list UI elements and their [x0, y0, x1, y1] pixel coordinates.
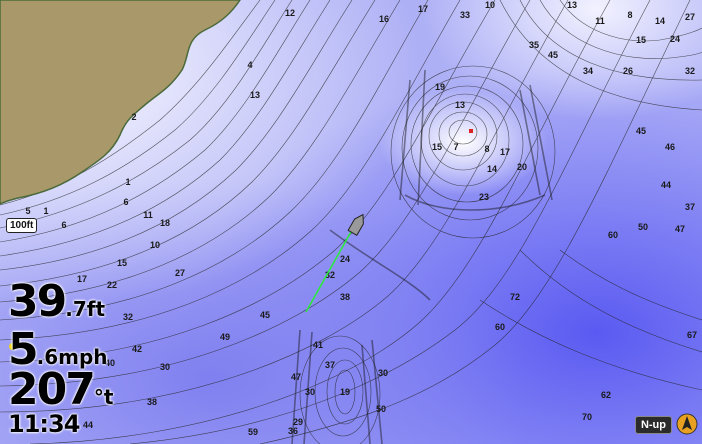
contour-depth-label: 62: [601, 390, 611, 400]
waypoint-marker-icon: [469, 129, 473, 133]
depth-readout: 39.7ft: [8, 280, 105, 324]
contour-depth-label: 50: [376, 404, 386, 414]
contour-depth-label: 8: [627, 10, 632, 20]
contour-depth-label: 17: [500, 147, 510, 157]
contour-depth-label: 12: [285, 8, 295, 18]
boat-icon: [347, 213, 364, 236]
contour-depth-label: 72: [510, 292, 520, 302]
speed-value: 5: [8, 324, 39, 375]
contour-depth-label: 59: [248, 427, 258, 437]
contour-depth-label: 6: [123, 197, 128, 207]
contour-depth-label: 38: [147, 397, 157, 407]
contour-depth-label: 7: [453, 142, 458, 152]
contour-depth-label: 27: [175, 268, 185, 278]
contour-depth-label: 18: [160, 218, 170, 228]
contour-depth-label: 50: [638, 222, 648, 232]
contour-depth-label: 36: [288, 426, 298, 436]
contour-depth-label: 26: [623, 66, 633, 76]
contour-depth-label: 4: [247, 60, 252, 70]
depth-value: 39: [8, 276, 67, 327]
contour-depth-label: 1: [125, 177, 130, 187]
contour-depth-label: 60: [495, 322, 505, 332]
contour-depth-label: 49: [220, 332, 230, 342]
contour-depth-label: 42: [132, 344, 142, 354]
contour-depth-label: 10: [150, 240, 160, 250]
scale-bar: 100ft: [6, 218, 38, 233]
speed-unit: .6mph: [36, 345, 108, 369]
contour-depth-label: 44: [661, 180, 671, 190]
contour-depth-label: 32: [325, 270, 335, 280]
contour-depth-label: 17: [418, 4, 428, 14]
contour-depth-label: 10: [485, 0, 495, 10]
contour-depth-label: 40: [105, 358, 115, 368]
contour-depth-label: 32: [123, 312, 133, 322]
contour-depth-label: 13: [250, 90, 260, 100]
contour-depth-label: 23: [479, 192, 489, 202]
contour-depth-label: 15: [432, 142, 442, 152]
contour-depth-label: 29: [293, 417, 303, 427]
orientation-toggle-button[interactable]: N-up: [634, 416, 672, 434]
contour-depth-label: 24: [670, 34, 680, 44]
contour-depth-label: 6: [61, 220, 66, 230]
contour-depth-label: 44: [83, 420, 93, 430]
contour-depth-label: 2: [131, 112, 136, 122]
boat-track: [305, 229, 353, 313]
contour-depth-label: 60: [608, 230, 618, 240]
contour-depth-label: 15: [117, 258, 127, 268]
contour-depth-label: 13: [455, 100, 465, 110]
contour-depth-label: 33: [460, 10, 470, 20]
contour-depth-label: 19: [435, 82, 445, 92]
heading-readout: 207°t: [8, 368, 113, 412]
heading-unit: °t: [93, 385, 114, 409]
contour-depth-label: 47: [291, 372, 301, 382]
contour-depth-label: 13: [567, 0, 577, 10]
contour-depth-label: 24: [340, 254, 350, 264]
contour-depth-label: 45: [260, 310, 270, 320]
contour-depth-label: 45: [636, 126, 646, 136]
contour-depth-label: 30: [160, 362, 170, 372]
contour-depth-label: 35: [529, 40, 539, 50]
contour-depth-label: 5: [25, 206, 30, 216]
contour-depth-label: 30: [305, 387, 315, 397]
contour-depth-label: 45: [548, 50, 558, 60]
contour-depth-label: 34: [583, 66, 593, 76]
contour-depth-label: 37: [325, 360, 335, 370]
contour-depth-label: 15: [636, 35, 646, 45]
contour-depth-label: 32: [685, 66, 695, 76]
contour-depth-label: 11: [143, 210, 153, 220]
contour-depth-label: 67: [687, 330, 697, 340]
contour-depth-label: 14: [487, 164, 497, 174]
contour-depth-label: 22: [107, 280, 117, 290]
contour-depth-label: 41: [313, 340, 323, 350]
contour-depth-label: 11: [595, 16, 605, 26]
contour-depth-label: 1: [43, 206, 48, 216]
speed-readout: 5.6mph: [8, 328, 108, 372]
contour-depth-label: 30: [378, 368, 388, 378]
contour-depth-label: 70: [582, 412, 592, 422]
steep-dropoffs: [291, 69, 553, 444]
contour-depth-label: 47: [675, 224, 685, 234]
contour-depth-label: 37: [685, 202, 695, 212]
contour-depth-label: 46: [665, 142, 675, 152]
contour-depth-label: 19: [340, 387, 350, 397]
contour-depth-label: 27: [685, 12, 695, 22]
depth-unit: .7ft: [65, 297, 106, 321]
shoreline-land: [0, 0, 241, 205]
compass-icon[interactable]: [676, 413, 698, 435]
contour-depth-label: 38: [340, 292, 350, 302]
contour-depth-label: 16: [379, 14, 389, 24]
contour-depth-label: 8: [484, 144, 489, 154]
clock-readout: 11:34: [8, 410, 80, 438]
contour-depth-label: 17: [77, 274, 87, 284]
gps-indicator-icon: [9, 343, 16, 350]
heading-value: 207: [8, 364, 96, 415]
contour-depth-label: 14: [655, 16, 665, 26]
contour-depth-label: 20: [517, 162, 527, 172]
